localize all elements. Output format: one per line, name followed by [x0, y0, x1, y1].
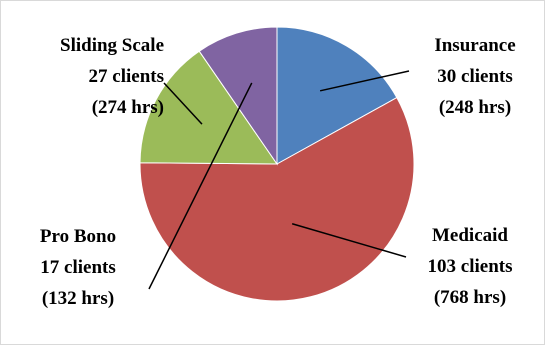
- label-insurance-name: Insurance: [434, 35, 515, 56]
- label-pro-bono-clients: 17 clients: [40, 257, 115, 278]
- label-pro-bono-hours: (132 hrs): [42, 288, 114, 309]
- label-sliding-scale-clients: 27 clients: [89, 66, 164, 87]
- pie-slices: [139, 26, 415, 302]
- leader-line-pro-bono: [148, 82, 253, 290]
- label-pro-bono: Pro Bono 17 clients (132 hrs): [40, 226, 116, 309]
- leader-line-sliding-scale: [163, 82, 203, 125]
- label-pro-bono-name: Pro Bono: [40, 226, 116, 247]
- label-medicaid-clients: 103 clients: [428, 256, 513, 277]
- label-insurance-clients: 30 clients: [437, 66, 512, 87]
- label-medicaid-hours: (768 hrs): [434, 287, 506, 308]
- pie-slice-sliding-scale: [139, 50, 278, 165]
- pie-slice-insurance: [276, 26, 398, 165]
- label-medicaid: Medicaid 103 clients (768 hrs): [428, 225, 513, 308]
- pie-slice-medicaid: [139, 96, 415, 302]
- leader-lines: [148, 70, 410, 290]
- leader-line-insurance: [319, 70, 410, 92]
- label-insurance-hours: (248 hrs): [439, 97, 511, 118]
- label-insurance: Insurance 30 clients (248 hrs): [434, 35, 515, 118]
- label-sliding-scale-name: Sliding Scale: [60, 35, 164, 56]
- label-sliding-scale: Sliding Scale 27 clients (274 hrs): [60, 35, 164, 118]
- label-medicaid-name: Medicaid: [432, 225, 508, 246]
- pie-slice-pro-bono: [198, 26, 278, 166]
- label-sliding-scale-hours: (274 hrs): [92, 97, 164, 118]
- leader-line-medicaid: [291, 223, 407, 258]
